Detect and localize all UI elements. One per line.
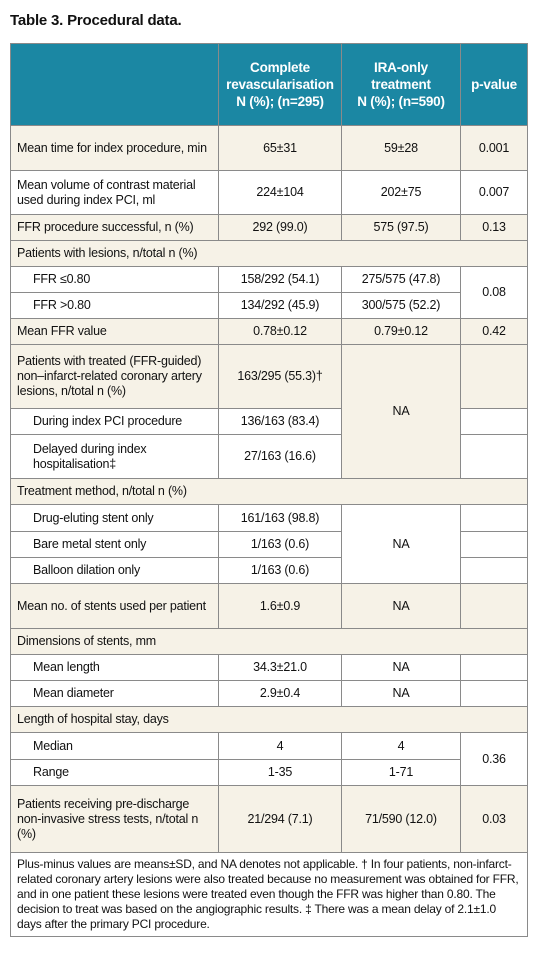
- cell: 0.79±0.12: [341, 318, 461, 345]
- cell: 202±75: [341, 170, 461, 215]
- cell: NA: [341, 680, 461, 707]
- cell: 1/163 (0.6): [218, 531, 342, 558]
- empty-cell: [460, 680, 528, 707]
- row-label: Range: [10, 759, 219, 786]
- footnote: Plus-minus values are means±SD, and NA d…: [10, 852, 528, 937]
- cell: NA: [341, 583, 461, 629]
- header-line: revascularisation: [226, 77, 334, 92]
- cell: 27/163 (16.6): [218, 434, 342, 479]
- empty-cell: [460, 583, 528, 629]
- cell: 275/575 (47.8): [341, 266, 461, 293]
- header-line: p-value: [471, 77, 517, 92]
- row-label: Mean time for index procedure, min: [10, 125, 219, 171]
- row-label: Delayed during index hospitalisation‡: [10, 434, 219, 479]
- row-label: Mean FFR value: [10, 318, 219, 345]
- row-label: Patients receiving pre-discharge non-inv…: [10, 785, 219, 853]
- cell: 0.08: [460, 266, 528, 319]
- row-label: Balloon dilation only: [10, 557, 219, 584]
- header-cell: IRA-only treatment N (%); (n=590): [341, 43, 461, 126]
- cell: NA: [341, 344, 461, 479]
- row-label: Patients with treated (FFR-guided) non–i…: [10, 344, 219, 409]
- cell: 0.13: [460, 214, 528, 241]
- cell: 161/163 (98.8): [218, 504, 342, 532]
- cell: 34.3±21.0: [218, 654, 342, 681]
- empty-cell: [460, 557, 528, 584]
- row-label: Mean volume of contrast material used du…: [10, 170, 219, 215]
- cell: 71/590 (12.0): [341, 785, 461, 853]
- row-label: Bare metal stent only: [10, 531, 219, 558]
- cell: 21/294 (7.1): [218, 785, 342, 853]
- section-label: Patients with lesions, n/total n (%): [10, 240, 528, 267]
- cell: 292 (99.0): [218, 214, 342, 241]
- section-label: Length of hospital stay, days: [10, 706, 528, 733]
- cell: 1-35: [218, 759, 342, 786]
- cell: NA: [341, 504, 461, 584]
- cell: NA: [341, 654, 461, 681]
- cell: 4: [341, 732, 461, 760]
- cell: 2.9±0.4: [218, 680, 342, 707]
- cell: 0.007: [460, 170, 528, 215]
- header-line: Complete: [250, 60, 310, 75]
- empty-cell: [460, 531, 528, 558]
- cell: 4: [218, 732, 342, 760]
- header-blank: [10, 43, 219, 126]
- empty-cell: [460, 654, 528, 681]
- empty-cell: [460, 434, 528, 479]
- header-cell: p-value: [460, 43, 528, 126]
- cell: 134/292 (45.9): [218, 292, 342, 319]
- procedural-table: Complete revascularisation N (%); (n=295) …: [10, 43, 528, 937]
- cell: 0.03: [460, 785, 528, 853]
- header-line: N (%); (n=590): [357, 94, 445, 109]
- header-line: IRA-only: [374, 60, 428, 75]
- row-label: FFR >0.80: [10, 292, 219, 319]
- row-label: FFR procedure successful, n (%): [10, 214, 219, 241]
- cell: 1/163 (0.6): [218, 557, 342, 584]
- cell: 136/163 (83.4): [218, 408, 342, 435]
- cell: 1-71: [341, 759, 461, 786]
- cell: 575 (97.5): [341, 214, 461, 241]
- cell: 0.78±0.12: [218, 318, 342, 345]
- header-line: treatment: [371, 77, 431, 92]
- cell: 0.42: [460, 318, 528, 345]
- empty-cell: [460, 344, 528, 409]
- cell: 224±104: [218, 170, 342, 215]
- cell: 0.001: [460, 125, 528, 171]
- row-label: During index PCI procedure: [10, 408, 219, 435]
- row-label: Mean length: [10, 654, 219, 681]
- cell: 158/292 (54.1): [218, 266, 342, 293]
- table-title: Table 3. Procedural data.: [10, 12, 182, 29]
- cell: 65±31: [218, 125, 342, 171]
- cell: 163/295 (55.3)†: [218, 344, 342, 409]
- row-label: Mean diameter: [10, 680, 219, 707]
- row-label: Drug-eluting stent only: [10, 504, 219, 532]
- header-line: N (%); (n=295): [236, 94, 324, 109]
- row-label: FFR ≤0.80: [10, 266, 219, 293]
- section-label: Treatment method, n/total n (%): [10, 478, 528, 505]
- cell: 0.36: [460, 732, 528, 786]
- cell: 1.6±0.9: [218, 583, 342, 629]
- cell: 300/575 (52.2): [341, 292, 461, 319]
- row-label: Median: [10, 732, 219, 760]
- row-label: Mean no. of stents used per patient: [10, 583, 219, 629]
- empty-cell: [460, 408, 528, 435]
- header-cell: Complete revascularisation N (%); (n=295): [218, 43, 342, 126]
- section-label: Dimensions of stents, mm: [10, 628, 528, 655]
- cell: 59±28: [341, 125, 461, 171]
- empty-cell: [460, 504, 528, 532]
